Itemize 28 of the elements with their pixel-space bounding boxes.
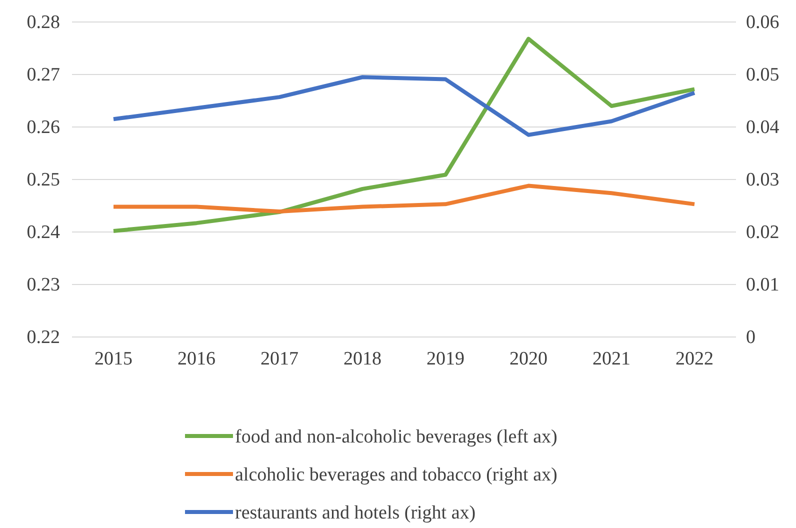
x-tick-label: 2018 [344,348,382,370]
y2-tick-label: 0.04 [746,117,780,138]
x-tick-label: 2021 [592,348,630,370]
x-tick-label: 2017 [260,348,298,370]
y2-tick-label: 0.01 [746,274,780,296]
line-series [112,36,696,233]
y-tick-label: 0.24 [26,222,60,244]
y-tick-label: 0.22 [26,327,60,348]
x-tick-label: 2020 [510,348,548,370]
y2-tick-label: 0.02 [746,222,780,244]
line-series [112,75,696,137]
x-tick-label: 2015 [94,348,132,370]
x-tick-label: 2016 [178,348,216,370]
y-tick-label: 0.27 [26,64,60,86]
y-tick-label: 0.25 [26,170,60,191]
y-tick-label: 0.28 [26,12,60,34]
y2-tick-label: 0 [746,327,756,348]
legend-label: restaurants and hotels (right ax) [235,502,476,524]
y2-tick-label: 0.03 [746,170,780,191]
x-tick-label: 2019 [426,348,464,370]
legend-label: food and non-alcoholic beverages (left ax) [235,426,558,448]
y2-tick-label: 0.06 [746,12,780,34]
y-tick-label: 0.26 [26,117,60,138]
x-tick-label: 2022 [676,348,714,370]
y-tick-label: 0.23 [26,274,60,296]
line-series [112,184,696,214]
y2-tick-label: 0.05 [746,64,780,86]
legend-label: alcoholic beverages and tobacco (right ax) [235,464,558,486]
